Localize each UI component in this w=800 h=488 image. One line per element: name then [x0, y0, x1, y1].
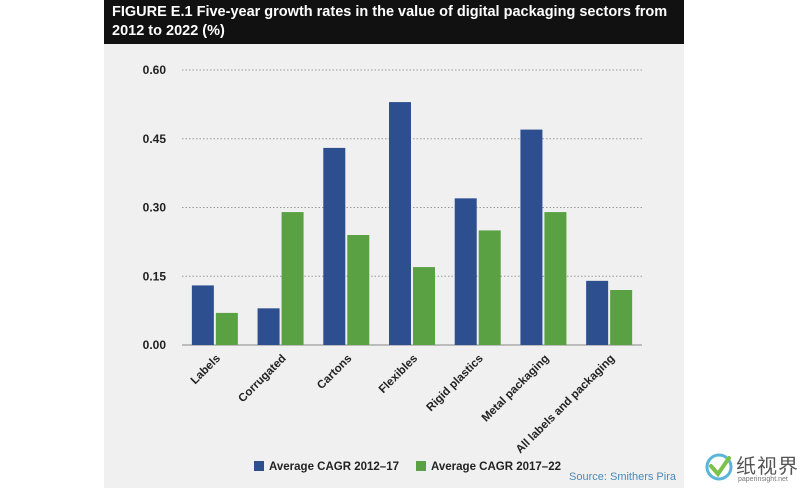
- bar-2: [347, 235, 370, 345]
- legend-label-1: Average CAGR 2012–17: [269, 461, 399, 473]
- legend-swatch-2: [416, 461, 426, 471]
- bar-2: [478, 230, 501, 345]
- y-tick-label: 0.60: [143, 63, 167, 77]
- bar-1: [520, 129, 543, 345]
- legend-swatch-1: [254, 461, 264, 471]
- bar-1: [389, 102, 411, 345]
- y-tick-label: 0.45: [143, 132, 167, 146]
- watermark-url: paperinsight.net: [738, 476, 788, 483]
- x-tick-label: Labels: [189, 353, 223, 387]
- bar-1: [586, 280, 609, 345]
- y-tick-label: 0.30: [143, 201, 167, 215]
- y-tick-label: 0.00: [143, 338, 167, 352]
- bar-2: [544, 212, 567, 345]
- bar-2: [413, 267, 435, 345]
- watermark-logo-icon: [705, 453, 733, 481]
- source-note: Source: Smithers Pira: [569, 471, 676, 483]
- bar-2: [281, 212, 304, 345]
- x-tick-label: Flexibles: [377, 353, 420, 396]
- bar-1: [323, 147, 346, 345]
- x-tick-label: Corrugated: [236, 353, 288, 405]
- bar-1: [191, 285, 214, 345]
- y-tick-label: 0.15: [143, 269, 167, 283]
- bar-2: [215, 312, 238, 345]
- legend-label-2: Average CAGR 2017–22: [431, 461, 561, 473]
- title-bar: [104, 0, 684, 44]
- bar-chart: 0.00 0.15 0.30 0.45 0.60 Labels Corrugated Cart…: [143, 63, 642, 473]
- watermark-text: 纸视界: [736, 454, 799, 478]
- watermark: 纸视界 paperinsight.net: [704, 448, 800, 488]
- bar-2: [610, 290, 633, 345]
- x-tick-label: Cartons: [315, 353, 354, 392]
- figure-title: FIGURE E.1 Five-year growth rates in the…: [112, 4, 668, 39]
- bar-1: [257, 308, 280, 345]
- x-tick-label: Metal packaging: [480, 353, 552, 425]
- x-tick-label: Rigid plastics: [424, 353, 485, 414]
- bar-1: [454, 198, 477, 345]
